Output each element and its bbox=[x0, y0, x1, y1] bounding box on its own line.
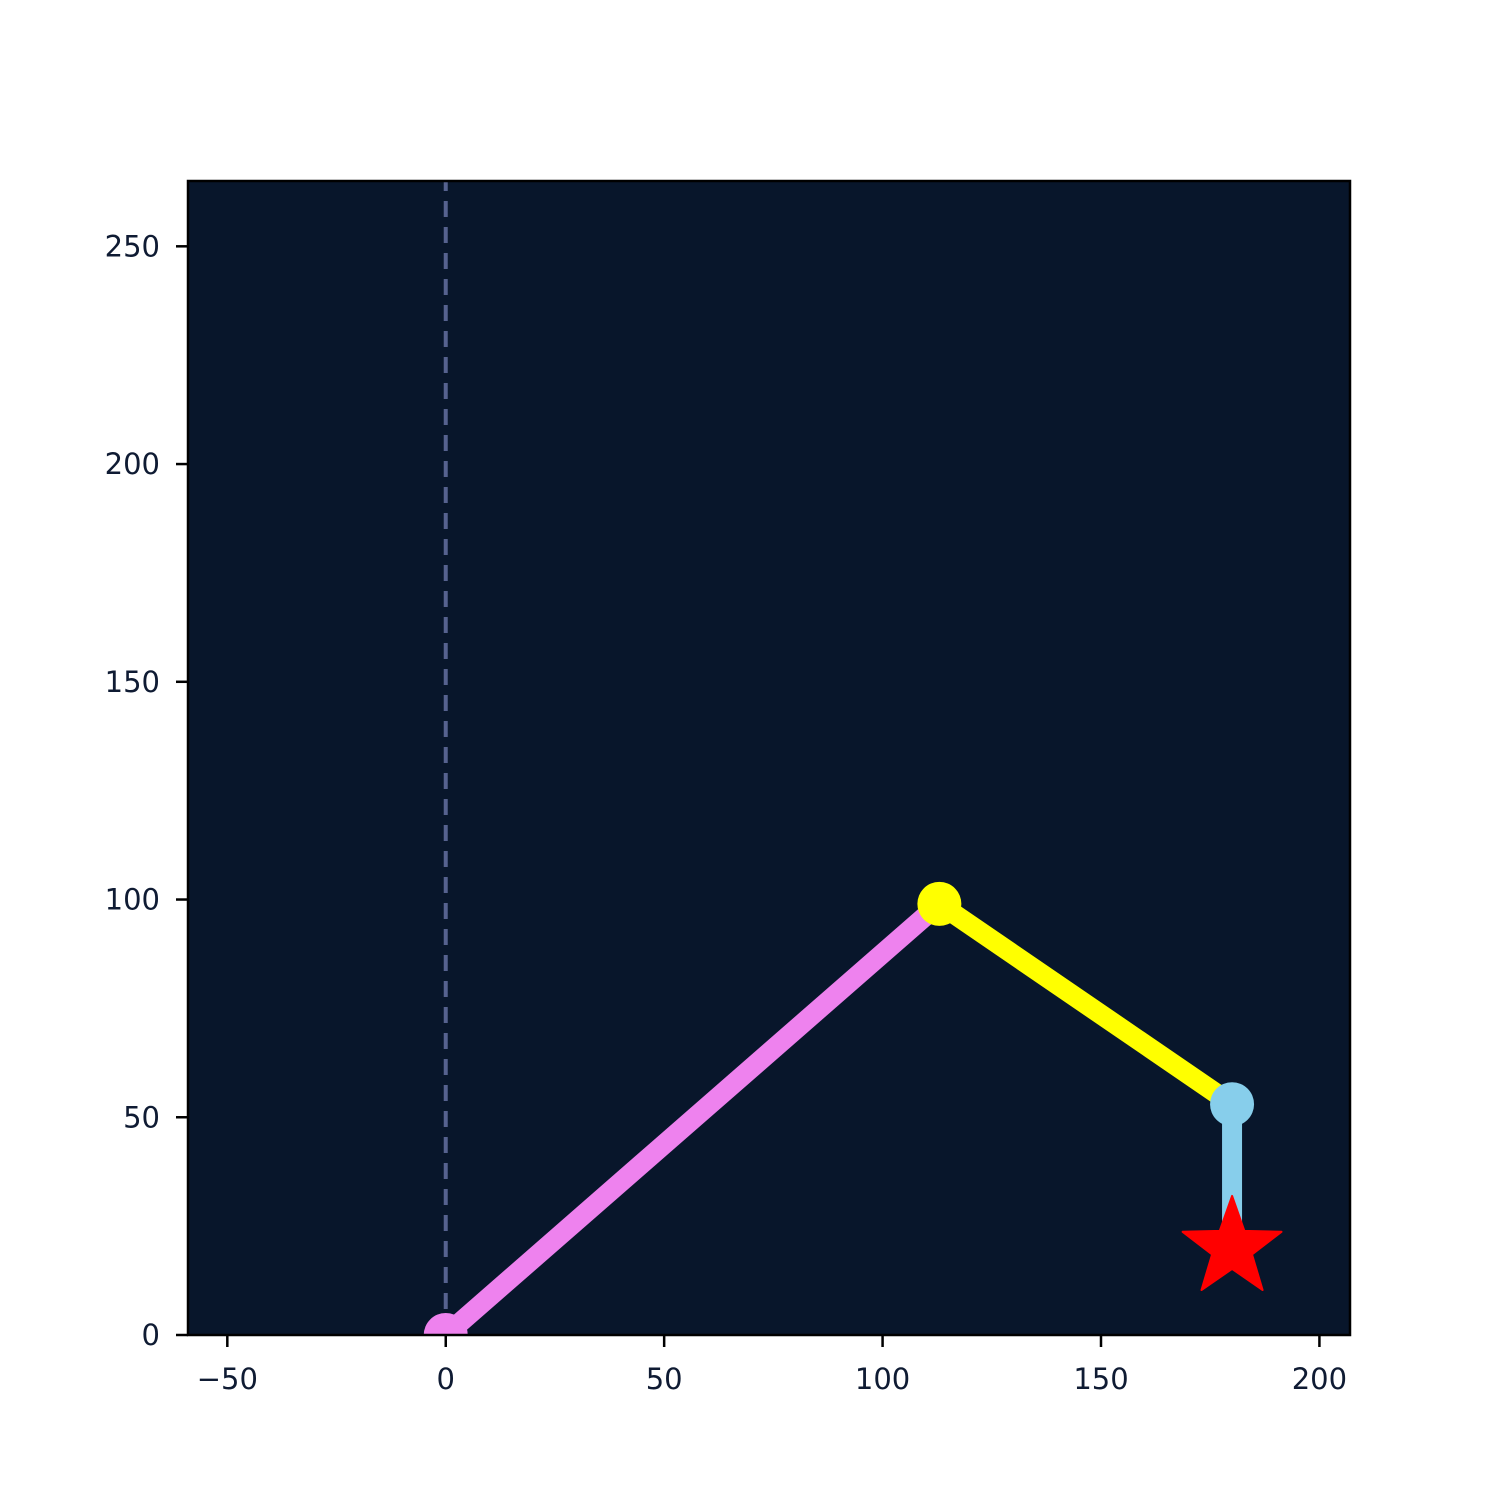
plot-area-background bbox=[188, 181, 1350, 1335]
x-tick-label: 100 bbox=[855, 1362, 910, 1396]
y-tick-label: 150 bbox=[105, 665, 160, 699]
joint-3 bbox=[1210, 1082, 1255, 1127]
target-star bbox=[1181, 1194, 1283, 1291]
joint-1 bbox=[423, 1313, 468, 1335]
axes: −50 0 50 100 150 200 0 50 100 150 200 250 bbox=[105, 229, 1347, 1396]
y-tick-label: 50 bbox=[123, 1100, 160, 1134]
x-tick-label: 0 bbox=[437, 1362, 455, 1396]
y-tick-label: 200 bbox=[105, 447, 160, 481]
plot-frame bbox=[186, 179, 1352, 1337]
y-tick-label: 100 bbox=[105, 883, 160, 917]
x-tick-label: −50 bbox=[197, 1362, 258, 1396]
x-tick-label: 50 bbox=[646, 1362, 683, 1396]
segment-2 bbox=[933, 895, 1238, 1113]
y-tick-label: 0 bbox=[142, 1318, 160, 1352]
data-marks bbox=[423, 181, 1283, 1335]
segment-1 bbox=[439, 896, 946, 1335]
y-tick-label: 250 bbox=[105, 229, 160, 263]
x-tick-label: 200 bbox=[1292, 1362, 1347, 1396]
x-tick-label: 150 bbox=[1073, 1362, 1128, 1396]
joint-2 bbox=[917, 881, 962, 926]
